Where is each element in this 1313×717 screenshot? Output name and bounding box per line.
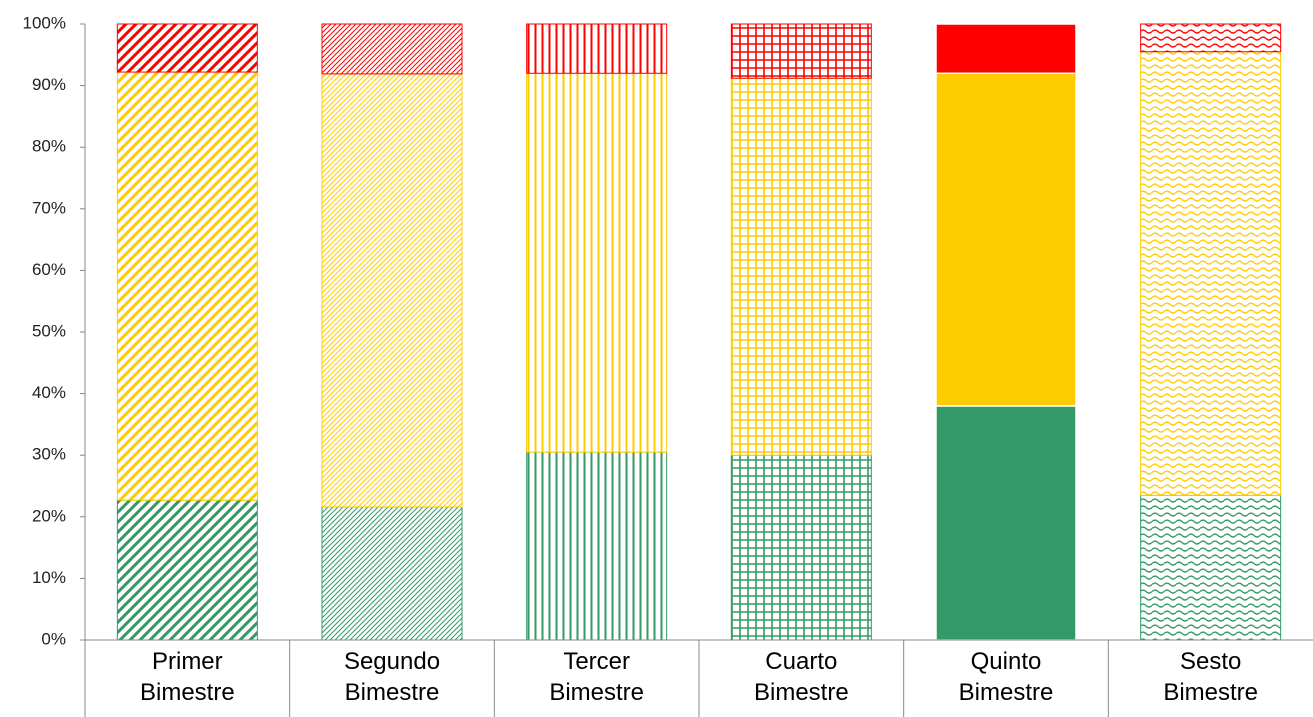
bar-segment [321,506,463,641]
bar-segment [116,23,258,73]
y-tick-label: 90% [32,75,66,94]
y-tick-label: 50% [32,321,66,340]
bar-segment [730,23,872,79]
bar-segment [1140,23,1282,53]
y-tick-label: 40% [32,383,66,402]
y-tick-label: 100% [23,13,66,32]
bar-segment [1140,51,1282,496]
x-tick-label: Quinto Bimestre [958,648,1054,706]
y-tick-label: 0% [41,629,66,648]
y-tick-label: 80% [32,137,66,156]
bar-segment [526,72,668,453]
x-tick-label: Cuarto Bimestre [753,648,849,706]
y-tick-label: 70% [32,198,66,217]
bar-segment [116,499,258,641]
bar-segment [526,23,668,74]
bar-segment [935,72,1077,407]
bar-segment [1140,494,1282,641]
x-tick-label: Tercer Bimestre [549,648,644,706]
bar-segment [730,454,872,641]
y-tick-label: 20% [32,506,66,525]
y-tick-label: 10% [32,568,66,587]
x-tick-label: Sesto Bimestre [1163,648,1258,706]
bar-segment [730,77,872,456]
x-tick-label: Primer Bimestre [139,648,235,706]
bar-segment [116,71,258,501]
bar-segment [321,23,463,75]
x-tick-label: Segundo Bimestre [343,648,441,706]
bar-segment [526,451,668,641]
bar-segment [321,73,463,508]
y-tick-label: 30% [32,445,66,464]
bar-segment [935,23,1077,75]
y-tick-label: 60% [32,260,66,279]
bar-segment [935,405,1077,641]
